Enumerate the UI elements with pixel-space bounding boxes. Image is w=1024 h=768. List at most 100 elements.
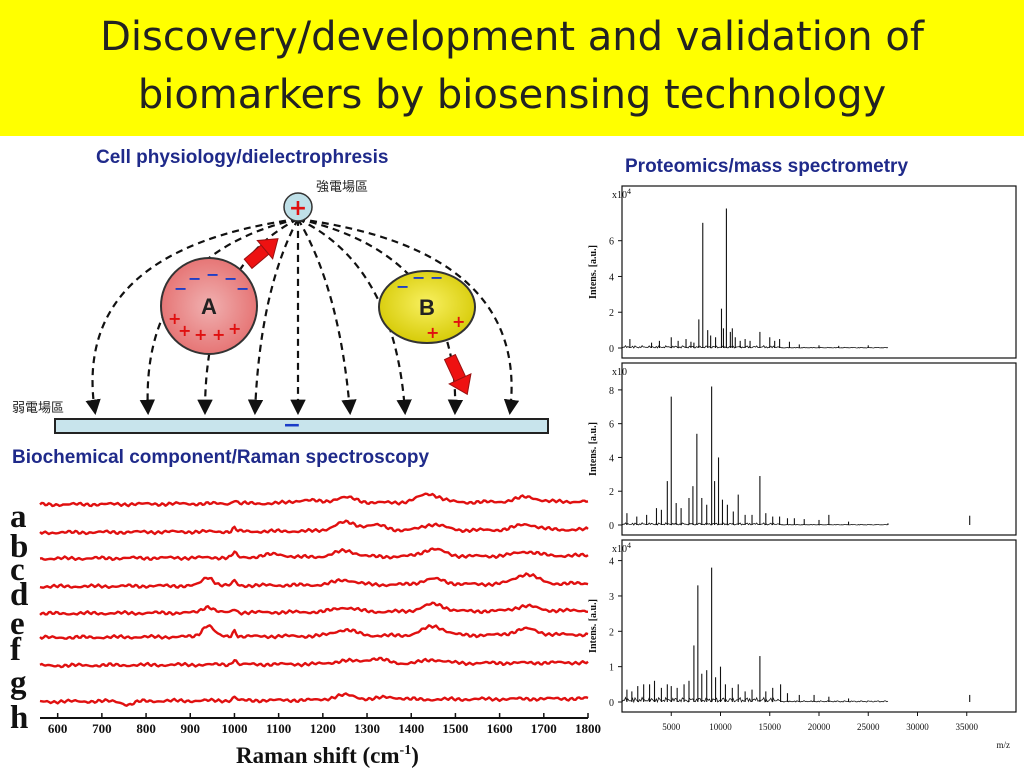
cell-a-charges: −− − −− ++ + + + — [168, 265, 249, 344]
cell-a-label: A — [201, 294, 217, 319]
svg-text:−: − — [174, 279, 187, 298]
mass-spectra-chart: 0 2 4 6 x104 Intens. [a.u.] 0 2 4 6 8 x10 Intens. [a… — [588, 185, 1017, 750]
raman-series-label-g: g — [10, 665, 27, 701]
field-lines — [85, 217, 520, 416]
raman-spectrum-c — [39, 547, 589, 562]
raman-spectrum-g — [39, 656, 589, 669]
dielectrophoresis-diagram: 強電場區 弱電場區 − + A −− − −− ++ + + + B − − − ++ — [12, 180, 549, 438]
svg-text:+: + — [426, 323, 439, 342]
ms-y-tick-label: 2 — [609, 627, 614, 638]
svg-text:+: + — [228, 319, 241, 338]
ms-y-tick-label: 6 — [609, 420, 614, 431]
ms-y-tick-label: 4 — [609, 453, 614, 464]
svg-text:−: − — [412, 268, 425, 287]
ms-x-tick-label: 30000 — [906, 722, 929, 732]
ms-y-tick-label: 8 — [609, 386, 614, 397]
raman-x-tick-label: 1400 — [398, 721, 424, 736]
svg-text:−: − — [188, 269, 201, 288]
ms-plot-frame — [621, 539, 1017, 713]
slide-title-line-1: Discovery/development and validation of — [100, 14, 924, 60]
weak-field-label: 弱電場區 — [12, 401, 64, 416]
ms-x-axis-title: m/z — [997, 740, 1011, 750]
ms-y-multiplier: x104 — [612, 187, 631, 201]
ms-y-tick-label: 4 — [609, 557, 614, 568]
cell-b-charges: − − − ++ — [396, 268, 465, 342]
raman-x-tick-label: 800 — [136, 721, 156, 736]
strong-field-label: 強電場區 — [316, 180, 368, 195]
raman-spectrum-f — [39, 624, 589, 640]
raman-heading: Biochemical component/Raman spectroscopy — [12, 447, 430, 468]
ms-baseline — [621, 696, 889, 704]
ms-heading: Proteomics/mass spectrometry — [625, 156, 909, 177]
raman-x-tick-label: 1200 — [310, 721, 336, 736]
mass-spectrum-2: 0 2 4 6 8 x10 Intens. [a.u.] — [588, 362, 1017, 536]
raman-series-label-d: d — [10, 577, 28, 613]
ms-plot-frame — [621, 362, 1017, 536]
raman-x-tick-label: 1100 — [266, 721, 291, 736]
field-line — [297, 218, 357, 416]
mass-spectrum-3: 0 1 2 3 4 x104 Intens. [a.u.] 5000 10000 15000 200… — [588, 539, 1017, 750]
raman-spectrum-b — [39, 519, 589, 536]
ms-x-tick-label: 35000 — [956, 722, 979, 732]
ms-y-tick-label: 6 — [609, 237, 614, 248]
ms-x-tick-label: 5000 — [662, 722, 681, 732]
field-line — [297, 218, 412, 416]
ms-y-axis-title: Intens. [a.u.] — [588, 599, 599, 653]
raman-x-tick-label: 900 — [181, 721, 201, 736]
force-arrow-a — [243, 238, 279, 270]
ms-y-tick-label: 2 — [609, 487, 614, 498]
ms-baseline — [621, 345, 889, 349]
cell-b-label: B — [419, 295, 435, 320]
bottom-electrode — [54, 418, 549, 434]
raman-x-tick-label: 1500 — [442, 721, 468, 736]
ms-x-tick-label: 15000 — [759, 722, 782, 732]
field-line — [297, 217, 520, 416]
cell-a — [160, 257, 258, 355]
ms-y-tick-label: 1 — [609, 663, 614, 674]
svg-text:−: − — [430, 268, 443, 287]
raman-series-label-f: f — [10, 632, 22, 668]
ms-y-multiplier: x104 — [612, 541, 631, 555]
top-electrode-sign: + — [289, 196, 307, 221]
ms-y-axis-title: Intens. [a.u.] — [588, 422, 599, 476]
raman-x-tick-label: 1700 — [531, 721, 557, 736]
ms-x-tick-label: 25000 — [857, 722, 880, 732]
raman-series-label-b: b — [10, 529, 28, 565]
ms-y-tick-label: 0 — [609, 521, 614, 532]
top-electrode — [283, 192, 313, 222]
field-line — [85, 217, 299, 416]
raman-x-tick-label: 1800 — [575, 721, 601, 736]
raman-series-label-c: c — [10, 552, 25, 588]
raman-x-tick-label: 1600 — [487, 721, 513, 736]
ms-y-tick-label: 0 — [609, 344, 614, 355]
svg-text:+: + — [194, 325, 207, 344]
svg-text:−: − — [236, 279, 249, 298]
dep-heading: Cell physiology/dielectrophresis — [96, 147, 389, 168]
cell-b — [378, 270, 476, 344]
field-line — [247, 218, 299, 416]
raman-series-label-h: h — [10, 700, 28, 736]
raman-x-tick-label: 1300 — [354, 721, 380, 736]
ms-x-tick-label: 20000 — [808, 722, 831, 732]
ms-y-tick-label: 4 — [609, 272, 614, 283]
raman-x-tick-label: 700 — [92, 721, 112, 736]
mass-spectrum-1: 0 2 4 6 x104 Intens. [a.u.] — [588, 185, 1017, 359]
raman-x-tick-label: 1000 — [221, 721, 247, 736]
svg-text:−: − — [206, 265, 219, 284]
raman-series-label-e: e — [10, 606, 25, 642]
ms-baseline — [621, 522, 889, 526]
raman-x-tick-label: 600 — [48, 721, 68, 736]
svg-text:+: + — [178, 321, 191, 340]
raman-spectrum-h — [39, 692, 589, 707]
ms-y-tick-label: 2 — [609, 308, 614, 319]
ms-y-tick-label: 3 — [609, 592, 614, 603]
ms-x-tick-label: 10000 — [709, 722, 732, 732]
bottom-electrode-sign: − — [283, 413, 301, 438]
raman-spectrum-a — [39, 492, 589, 508]
svg-text:+: + — [168, 309, 181, 328]
svg-text:−: − — [224, 269, 237, 288]
slide-title-line-2: biomarkers by biosensing technology — [137, 72, 887, 118]
raman-spectrum-d — [39, 572, 589, 589]
svg-text:+: + — [212, 325, 225, 344]
